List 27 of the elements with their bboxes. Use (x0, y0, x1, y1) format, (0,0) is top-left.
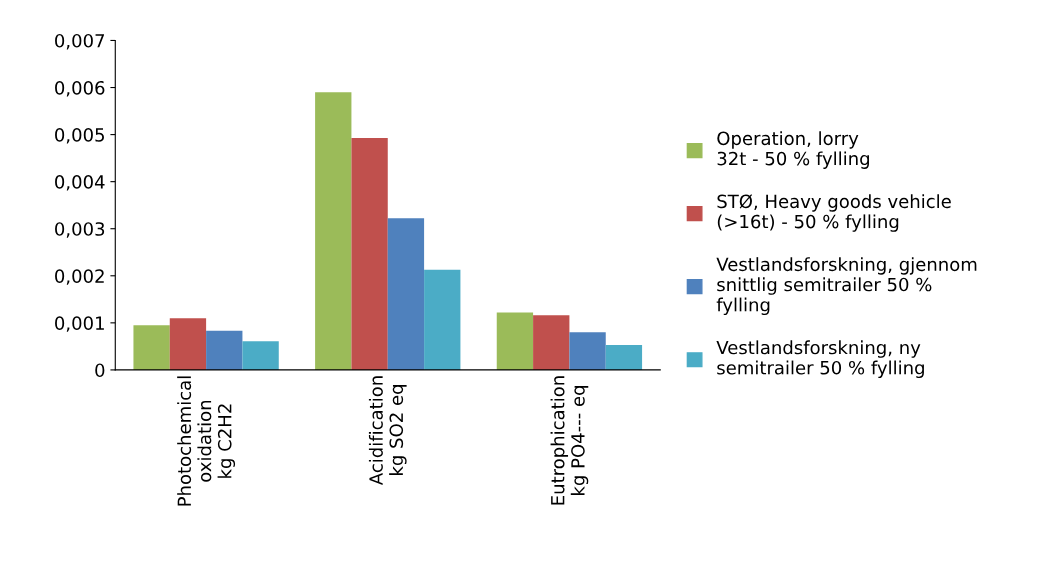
legend-label: Vestlandsforskning, ny semitrailer 50 % fylling (716, 340, 924, 379)
y-tick-label: 0,003 (55, 222, 105, 238)
y-tick-label: 0,007 (55, 33, 105, 50)
legend-label: STØ, Heavy goods vehicle (>16t) - 50 % fylling (717, 194, 951, 232)
bar (169, 318, 207, 370)
bar (351, 137, 388, 370)
bar (315, 92, 352, 370)
bar (133, 325, 170, 370)
y-tick-label: 0,001 (55, 316, 104, 332)
x-tick-label: Photochemical oxidation kg C2H2 (177, 376, 236, 506)
bar (387, 218, 425, 370)
bar (424, 269, 461, 370)
y-tick-label: 0 (95, 363, 105, 378)
bar (569, 332, 606, 370)
legend-label: Vestlandsforskning, gjennom snittlig semitrailer 50 % fylling (716, 257, 977, 316)
bar (242, 341, 279, 370)
bar (533, 315, 570, 370)
bar (206, 330, 243, 370)
y-tick-label: 0,005 (55, 128, 104, 144)
bar (605, 344, 643, 370)
legend-label: Operation, lorry 32t - 50 % fylling (717, 131, 869, 169)
x-tick-label: Acidification kg SO2 eq (368, 376, 407, 486)
bar (496, 312, 534, 370)
y-tick-label: 0,006 (55, 80, 105, 97)
x-tick-label: Eutrophication kg PO4--- eq (550, 376, 589, 505)
y-tick-label: 0,004 (55, 175, 105, 191)
y-tick-label: 0,002 (55, 269, 104, 285)
